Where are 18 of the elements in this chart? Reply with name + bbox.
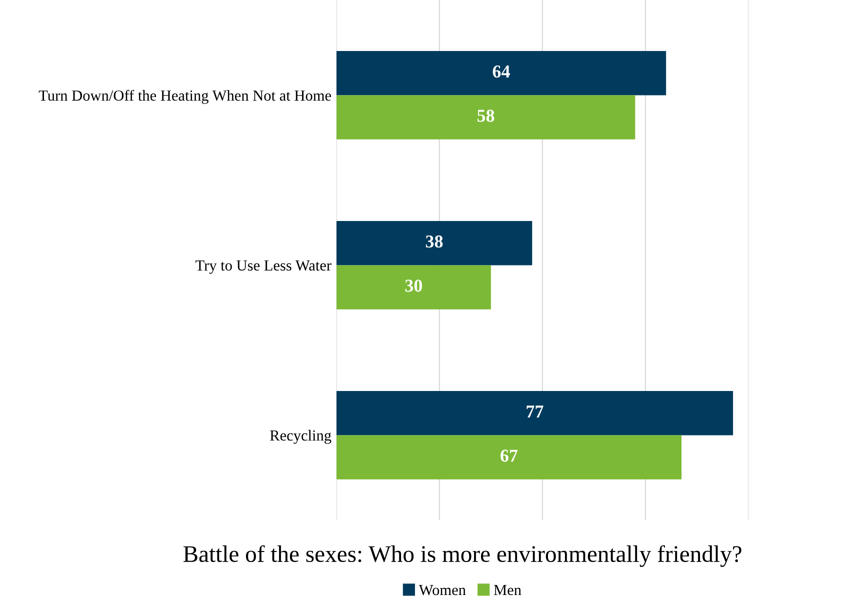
bar bbox=[336, 265, 491, 310]
bar bbox=[336, 51, 666, 96]
data-label: 58 bbox=[477, 110, 494, 122]
y-tick-label: Recycling bbox=[270, 430, 332, 444]
data-label: 77 bbox=[526, 406, 544, 418]
data-label: 38 bbox=[426, 235, 443, 248]
text: Battle of the sexes: Who is more environmentally friendly? bbox=[183, 545, 742, 567]
bar bbox=[336, 95, 636, 140]
bar bbox=[336, 435, 682, 480]
bar bbox=[336, 391, 734, 436]
bar bbox=[336, 221, 532, 266]
data-label: 30 bbox=[405, 280, 422, 292]
y-tick-label: Try to Use Less Water bbox=[196, 260, 332, 274]
data-label: 64 bbox=[492, 65, 510, 78]
y-tick-label: Turn Down/Off the Heating When Not at Home bbox=[38, 90, 332, 104]
legend-label: Women bbox=[418, 584, 466, 596]
legend-label: Men bbox=[494, 584, 522, 596]
data-label: 67 bbox=[500, 450, 518, 462]
